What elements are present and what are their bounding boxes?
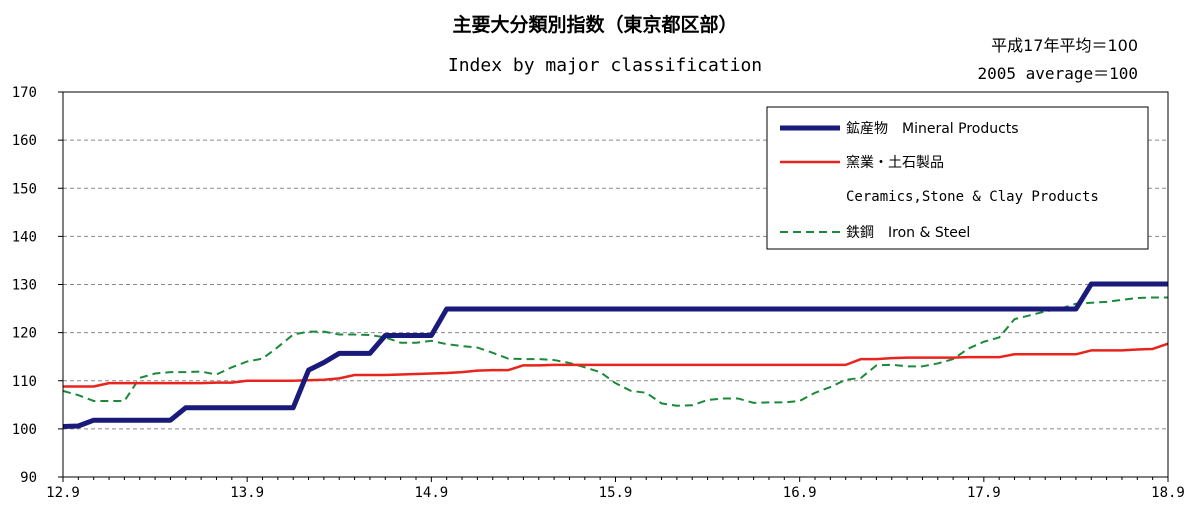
y-tick-label: 140 bbox=[12, 229, 37, 245]
series-line-2 bbox=[63, 342, 1169, 388]
y-tick-label: 170 bbox=[12, 85, 37, 101]
legend-box bbox=[766, 106, 1149, 250]
chart-title: 主要大分類別指数（東京都区部） bbox=[452, 14, 738, 36]
y-tick-label: 110 bbox=[12, 374, 37, 390]
x-tick-label: 12.9 bbox=[46, 485, 80, 501]
x-tick-label: 13.9 bbox=[230, 485, 264, 501]
y-tick-label: 130 bbox=[12, 278, 37, 294]
legend-label-2: 窯業・土石製品 bbox=[846, 154, 944, 171]
y-tick-label: 90 bbox=[20, 470, 37, 486]
chart-subtitle: Index by major classification bbox=[447, 55, 763, 76]
x-tick-label: 17.9 bbox=[967, 485, 1001, 501]
base-note-en: 2005 average＝100 bbox=[977, 64, 1139, 83]
y-tick-label: 120 bbox=[12, 326, 37, 342]
x-axis: 12.9 13.9 14.9 15.9 16.9 17.9 18.9 bbox=[46, 477, 1185, 501]
y-tick-label: 150 bbox=[12, 181, 37, 197]
y-axis: 90 100 110 120 130 140 150 160 170 bbox=[12, 85, 63, 486]
plot-area-frame bbox=[62, 91, 1169, 478]
legend-label-1: 鉱産物 Mineral Products bbox=[846, 120, 1019, 137]
base-note-jp: 平成17年平均＝100 bbox=[991, 36, 1138, 55]
y-tick-label: 160 bbox=[12, 133, 37, 149]
series-group bbox=[62, 281, 1169, 429]
series-line-1 bbox=[62, 281, 1168, 429]
legend-label-2-en: Ceramics,Stone & Clay Products bbox=[846, 189, 1099, 205]
legend-label-3: 鉄鋼 Iron & Steel bbox=[846, 225, 970, 241]
x-tick-label: 14.9 bbox=[414, 485, 448, 501]
x-tick-label: 16.9 bbox=[783, 485, 817, 501]
series-line-3 bbox=[62, 296, 1168, 407]
x-tick-label: 15.9 bbox=[599, 485, 633, 501]
y-tick-label: 100 bbox=[12, 422, 37, 438]
x-tick-label: 18.9 bbox=[1151, 485, 1185, 501]
